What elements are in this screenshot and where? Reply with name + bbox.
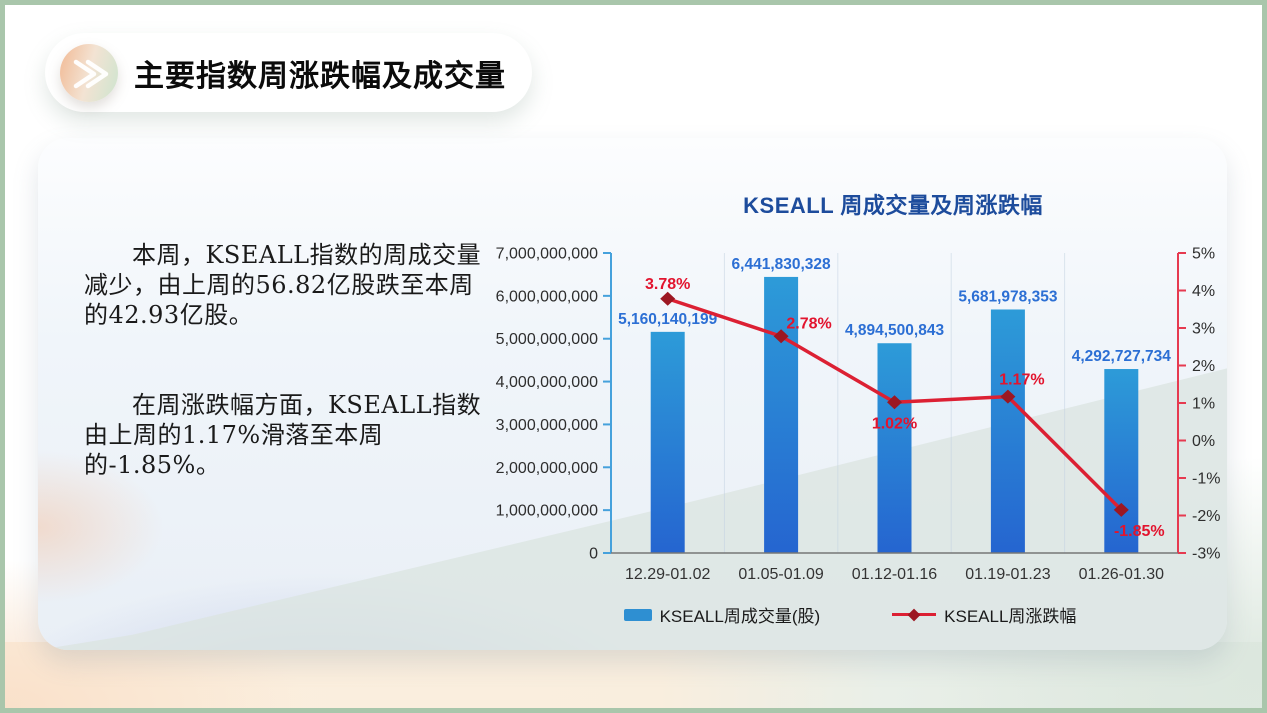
left-axis-tick-label: 7,000,000,000 — [496, 246, 598, 263]
x-axis-label: 12.29-01.02 — [625, 566, 711, 583]
diamond-marker-icon — [1000, 389, 1016, 404]
right-axis-tick-label: -2% — [1192, 508, 1220, 525]
left-axis-tick-label: 6,000,000,000 — [496, 288, 598, 305]
volume-bar — [764, 276, 799, 553]
right-axis-tick-label: 3% — [1192, 321, 1215, 338]
diamond-marker-icon — [1113, 502, 1129, 517]
change-value-label: 1.02% — [872, 415, 917, 432]
x-axis-label: 01.26-01.30 — [1079, 566, 1165, 583]
legend-item-volume: KSEALL周成交量(股) — [623, 602, 821, 627]
diamond-marker-icon — [773, 329, 789, 344]
bar-value-label: 5,681,978,353 — [958, 288, 1058, 305]
right-axis-tick-label: 0% — [1192, 433, 1215, 450]
header: 主要指数周涨跌幅及成交量 — [45, 33, 532, 112]
bar-value-label: 4,292,727,734 — [1072, 348, 1172, 365]
right-axis-tick-label: -3% — [1192, 546, 1220, 563]
diamond-marker-icon — [887, 395, 902, 410]
left-axis-tick-label: 5,000,000,000 — [496, 331, 598, 348]
left-axis-tick-label: 2,000,000,000 — [496, 460, 598, 477]
legend-label-change: KSEALL周涨跌幅 — [944, 607, 1077, 626]
left-axis-tick-label: 0 — [589, 546, 598, 563]
combo-chart: 5,160,140,199 6,441,830,328 4,894,500,843 5… — [496, 246, 1221, 584]
line-legend-marker-icon — [892, 608, 937, 621]
left-axis-tick-label: 4,000,000,000 — [496, 374, 598, 391]
volume-bar — [1104, 369, 1139, 553]
right-axis-tick-label: 5% — [1192, 246, 1215, 263]
change-value-label: 3.78% — [645, 276, 690, 293]
legend-item-change: KSEALL周涨跌幅 — [892, 602, 1076, 627]
x-axis-label: 01.05-01.09 — [738, 566, 824, 583]
page-title: 主要指数周涨跌幅及成交量 — [134, 59, 506, 93]
bar-value-label: 6,441,830,328 — [732, 256, 832, 273]
double-chevron-icon — [60, 43, 118, 102]
chart-title: KSEALL 周成交量及周涨跌幅 — [743, 193, 1043, 218]
bar-value-label: 4,894,500,843 — [845, 322, 945, 339]
right-axis-tick-label: 1% — [1192, 396, 1215, 413]
x-axis-label: 01.12-01.16 — [852, 566, 938, 583]
change-value-label: -1.85% — [1114, 523, 1165, 540]
commentary-paragraph-change: 在周涨跌幅方面，KSEALL指数由上周的1.17%滑落至本周的-1.85%。 — [84, 391, 482, 479]
change-value-label: 2.78% — [786, 315, 831, 332]
left-axis-tick-label: 1,000,000,000 — [496, 503, 598, 520]
legend-label-volume: KSEALL周成交量(股) — [659, 607, 821, 626]
right-axis-tick-label: 4% — [1192, 283, 1215, 300]
volume-bar — [990, 309, 1025, 553]
volume-bar — [650, 331, 685, 553]
change-value-label: 1.17% — [999, 372, 1044, 389]
bar-value-label: 5,160,140,199 — [618, 311, 718, 328]
chart-legend: KSEALL周成交量(股) KSEALL周涨跌幅 — [460, 602, 1240, 627]
right-axis-tick-label: -1% — [1192, 471, 1220, 488]
diamond-marker-icon — [660, 291, 676, 306]
commentary-paragraph-volume: 本周，KSEALL指数的周成交量减少，由上周的56.82亿股跌至本周的42.93… — [84, 241, 482, 329]
x-axis-label: 01.19-01.23 — [965, 566, 1051, 583]
commentary: 本周，KSEALL指数的周成交量减少，由上周的56.82亿股跌至本周的42.93… — [84, 240, 482, 480]
left-axis-tick-label: 3,000,000,000 — [496, 417, 598, 434]
diamond-icon — [907, 608, 921, 621]
volume-bar — [877, 343, 912, 553]
right-axis-tick-label: 2% — [1192, 358, 1215, 375]
bar-legend-swatch-icon — [623, 608, 652, 621]
